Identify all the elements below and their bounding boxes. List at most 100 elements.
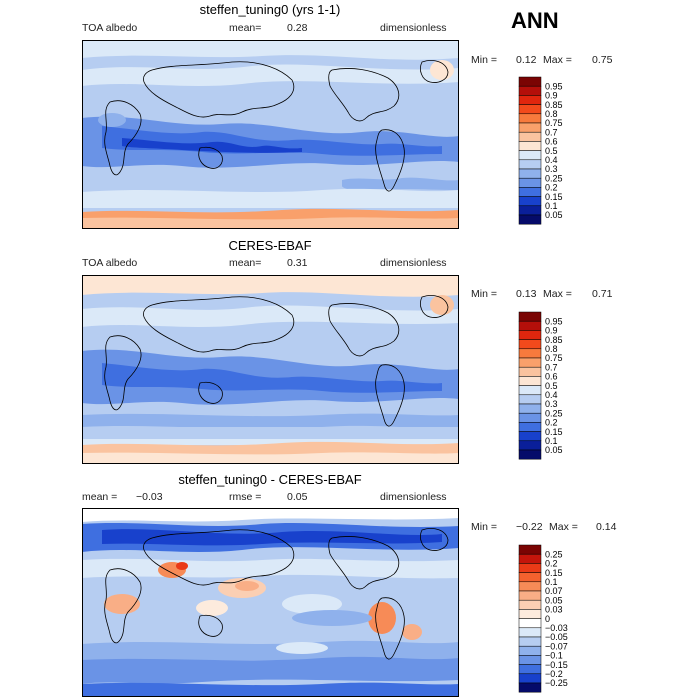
colorbar-swatch — [518, 655, 542, 665]
panel-3-min-label: Min = — [471, 521, 497, 533]
colorbar-tick-label: 0.03 — [545, 605, 563, 615]
colorbar-tick-label: 0.3 — [545, 164, 558, 174]
colorbar-swatch — [518, 311, 542, 322]
colorbar-tick-label: 0.8 — [545, 344, 558, 354]
colorbar-tick-label: 0.4 — [545, 155, 558, 165]
panel-3-mean-label: mean = — [82, 491, 118, 503]
colorbar-tick-label: −0.07 — [545, 641, 568, 651]
panel-3-colorbar: 0.250.20.150.10.070.050.030−0.03−0.05−0.… — [518, 544, 568, 693]
panel-2-units-label: dimensionless — [380, 257, 447, 269]
colorbar-tick-label: 0.95 — [545, 316, 563, 326]
colorbar-swatch — [518, 664, 542, 675]
colorbar-tick-label: 0.07 — [545, 586, 563, 596]
panel-3-map — [82, 508, 459, 697]
colorbar-swatch — [518, 394, 542, 405]
colorbar-tick-label: 0.15 — [545, 568, 563, 578]
panel-1-max-value: 0.75 — [592, 54, 613, 66]
colorbar-tick-label: 0.4 — [545, 390, 558, 400]
colorbar-swatch — [518, 412, 542, 423]
colorbar-tick-label: −0.1 — [545, 651, 563, 661]
panel-1-map — [82, 40, 459, 229]
colorbar-tick-label: 0.7 — [545, 127, 558, 137]
colorbar-swatch — [518, 150, 542, 161]
season-label: ANN — [511, 8, 559, 33]
panel-1-min-value: 0.12 — [516, 54, 537, 66]
colorbar-tick-label: 0.6 — [545, 137, 558, 147]
colorbar-tick-label: 0.05 — [545, 210, 563, 220]
colorbar-swatch — [518, 76, 542, 87]
panel-1-mean-label: mean= — [229, 22, 262, 34]
colorbar-swatch — [518, 618, 542, 629]
colorbar-swatch — [518, 159, 542, 170]
colorbar-swatch — [518, 339, 542, 350]
panel-2-min-label: Min = — [471, 288, 497, 300]
colorbar-swatch — [518, 431, 542, 442]
panel-3-max-label: Max = — [549, 521, 578, 533]
colorbar-swatch — [518, 320, 542, 331]
panel-3-mean-value: −0.03 — [136, 491, 163, 503]
colorbar-tick-label: 0.15 — [545, 192, 563, 202]
colorbar-tick-label: −0.05 — [545, 632, 568, 642]
colorbar-tick-label: 0.5 — [545, 381, 558, 391]
colorbar-swatch — [518, 609, 542, 619]
colorbar-swatch — [518, 85, 542, 96]
colorbar-swatch — [518, 348, 542, 359]
colorbar-swatch — [518, 187, 542, 197]
colorbar-tick-label: 0.95 — [545, 81, 563, 91]
colorbar-swatch — [518, 205, 542, 216]
colorbar-swatch — [518, 636, 542, 647]
colorbar-tick-label: 0.2 — [545, 418, 558, 428]
panel-3-title: steffen_tuning0 - CERES-EBAF — [178, 472, 362, 487]
colorbar-tick-label: 0.15 — [545, 427, 563, 437]
colorbar-tick-label: 0.1 — [545, 201, 558, 211]
panel-3-rmse-value: 0.05 — [287, 491, 308, 503]
colorbar-swatch — [518, 627, 542, 638]
colorbar-tick-label: 0.5 — [545, 146, 558, 156]
colorbar-tick-label: −0.03 — [545, 623, 568, 633]
colorbar-swatch — [518, 422, 542, 432]
panel-1-max-label: Max = — [543, 54, 572, 66]
panel-2-max-value: 0.71 — [592, 288, 613, 300]
colorbar-swatch — [518, 366, 542, 377]
colorbar-swatch — [518, 168, 542, 179]
colorbar-tick-label: 0.75 — [545, 353, 563, 363]
panel-3-max-value: 0.14 — [596, 521, 617, 533]
colorbar-swatch — [518, 357, 542, 368]
colorbar-swatch — [518, 196, 542, 207]
colorbar-tick-label: 0.2 — [545, 559, 558, 569]
colorbar-swatch — [518, 330, 542, 340]
colorbar-swatch — [518, 141, 542, 151]
colorbar-swatch — [518, 581, 542, 592]
colorbar-tick-label: 0.25 — [545, 408, 563, 418]
colorbar-swatch — [518, 645, 542, 656]
colorbar-swatch — [518, 682, 542, 693]
panel-3-units-label: dimensionless — [380, 491, 447, 503]
panel-1-variable-label: TOA albedo — [82, 22, 138, 34]
colorbar-tick-label: −0.2 — [545, 669, 563, 679]
colorbar-swatch — [518, 177, 542, 188]
panel-2-variable-label: TOA albedo — [82, 257, 138, 269]
panel-1-title: steffen_tuning0 (yrs 1-1) — [199, 2, 341, 17]
colorbar-tick-label: 0.85 — [545, 335, 563, 345]
panel-2-mean-label: mean= — [229, 257, 262, 269]
colorbar-tick-label: 0.6 — [545, 372, 558, 382]
colorbar-swatch — [518, 95, 542, 105]
colorbar-swatch — [518, 572, 542, 583]
panel-2-map — [82, 275, 459, 464]
colorbar-tick-label: 0.85 — [545, 100, 563, 110]
colorbar-tick-label: 0.9 — [545, 326, 558, 336]
panel-1-colorbar: 0.950.90.850.80.750.70.60.50.40.30.250.2… — [518, 76, 563, 225]
colorbar-swatch — [518, 563, 542, 573]
colorbar-tick-label: −0.25 — [545, 678, 568, 688]
colorbar-swatch — [518, 376, 542, 386]
colorbar-tick-label: −0.15 — [545, 660, 568, 670]
colorbar-swatch — [518, 113, 542, 124]
colorbar-swatch — [518, 449, 542, 460]
panel-3-rmse-label: rmse = — [229, 491, 262, 503]
colorbar-swatch — [518, 122, 542, 133]
colorbar-tick-label: 0.9 — [545, 91, 558, 101]
panel-2-max-label: Max = — [543, 288, 572, 300]
panel-2-colorbar: 0.950.90.850.80.750.70.60.50.40.30.250.2… — [518, 311, 563, 460]
colorbar-swatch — [518, 590, 542, 601]
colorbar-swatch — [518, 544, 542, 555]
